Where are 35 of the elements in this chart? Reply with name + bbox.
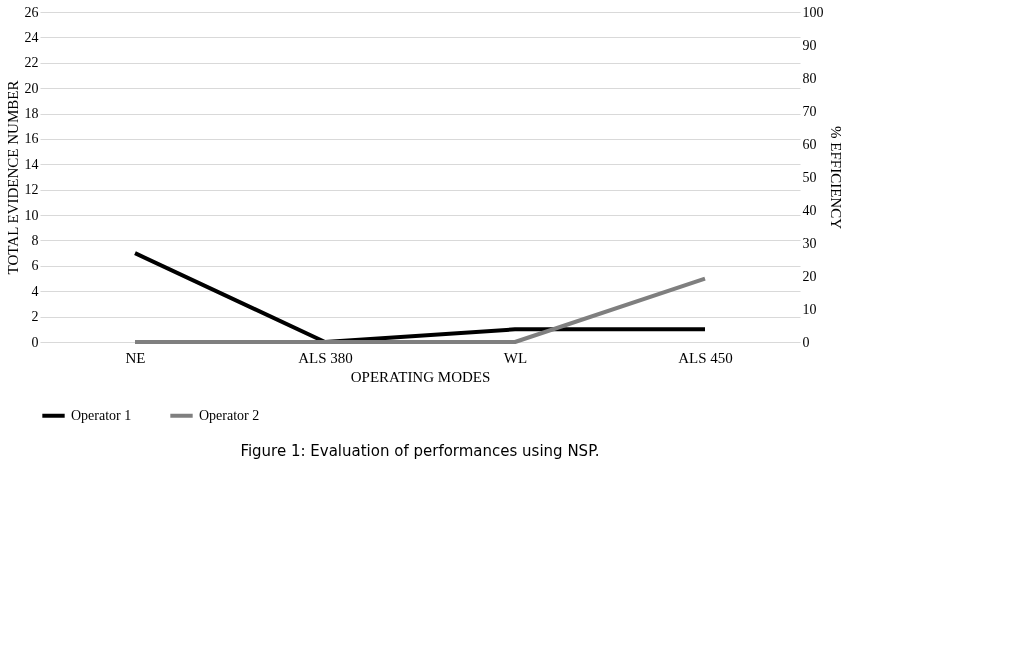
y2-tick-label: 50 bbox=[802, 169, 817, 185]
y2-tick-label: 10 bbox=[802, 301, 817, 317]
legend-label: Operator 2 bbox=[199, 407, 260, 423]
y-tick-label: 0 bbox=[31, 334, 39, 350]
y-tick-label: 26 bbox=[24, 4, 39, 20]
y2-tick-label: 70 bbox=[802, 103, 817, 119]
y-tick-label: 22 bbox=[24, 55, 39, 71]
y2-tick-label: 100 bbox=[802, 4, 824, 20]
x-axis-title: OPERATING MODES bbox=[350, 368, 491, 385]
y-tick-label: 6 bbox=[31, 258, 39, 274]
legend-label: Operator 1 bbox=[71, 407, 132, 423]
y-tick-label: 16 bbox=[24, 131, 39, 147]
y2-tick-label: 90 bbox=[802, 37, 817, 53]
y-tick-label: 12 bbox=[24, 182, 39, 198]
y2-tick-label: 20 bbox=[802, 268, 817, 284]
y-tick-label: 20 bbox=[24, 80, 39, 96]
caption: Figure 1: Evaluation of performances using NSP. bbox=[240, 442, 600, 460]
y2-axis-title: % EFFICIENCY bbox=[827, 126, 844, 230]
y-tick-label: 10 bbox=[24, 207, 39, 223]
y2-tick-label: 0 bbox=[802, 334, 810, 350]
x-tick-label: ALS 450 bbox=[678, 349, 733, 366]
y2-tick-label: 60 bbox=[802, 136, 817, 152]
y-tick-label: 2 bbox=[31, 309, 39, 325]
x-tick-label: NE bbox=[125, 349, 146, 366]
y2-tick-label: 30 bbox=[802, 235, 817, 251]
x-tick-label: WL bbox=[503, 349, 528, 366]
y-tick-label: 24 bbox=[24, 29, 39, 45]
y-tick-label: 4 bbox=[31, 283, 39, 299]
y-tick-label: 18 bbox=[24, 106, 39, 122]
x-tick-label: ALS 380 bbox=[298, 349, 353, 366]
y-axis-title: TOTAL EVIDENCE NUMBER bbox=[4, 80, 21, 275]
y2-tick-label: 40 bbox=[802, 202, 817, 218]
y-tick-label: 8 bbox=[31, 232, 39, 248]
y2-tick-label: 80 bbox=[802, 70, 817, 86]
y-tick-label: 14 bbox=[24, 156, 39, 172]
